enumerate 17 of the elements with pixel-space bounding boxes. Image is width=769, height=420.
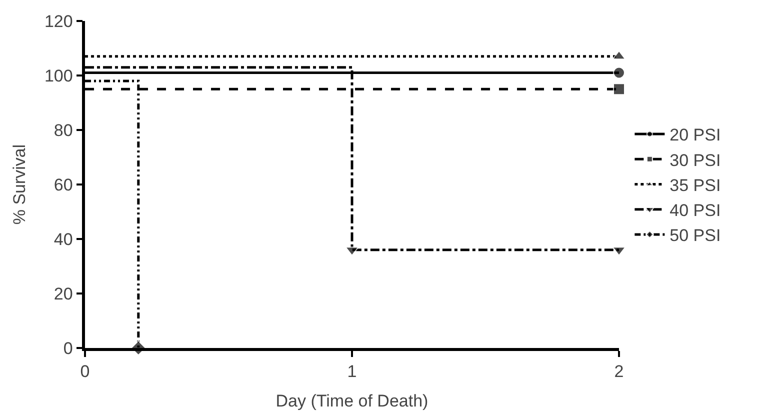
y-tick-label: 80 xyxy=(54,120,73,140)
x-tick-label: 2 xyxy=(614,362,624,382)
y-axis-title: % Survival xyxy=(10,144,30,225)
legend-label: 35 PSI xyxy=(670,176,721,195)
x-tick-label: 0 xyxy=(80,362,90,382)
y-tick-label: 120 xyxy=(44,12,73,31)
legend-label: 50 PSI xyxy=(670,226,721,246)
y-tick-label: 40 xyxy=(54,230,73,249)
x-axis-title: Day (Time of Death) xyxy=(276,392,428,411)
legend-label: 40 PSI xyxy=(670,200,721,220)
y-tick-label: 0 xyxy=(63,338,73,358)
legend-label: 30 PSI xyxy=(670,150,721,170)
x-tick-label: 1 xyxy=(347,362,357,382)
legend-label: 20 PSI xyxy=(670,126,721,145)
y-tick-label: 60 xyxy=(54,175,73,194)
y-tick-label: 20 xyxy=(54,284,73,304)
y-tick-label: 100 xyxy=(44,66,73,86)
